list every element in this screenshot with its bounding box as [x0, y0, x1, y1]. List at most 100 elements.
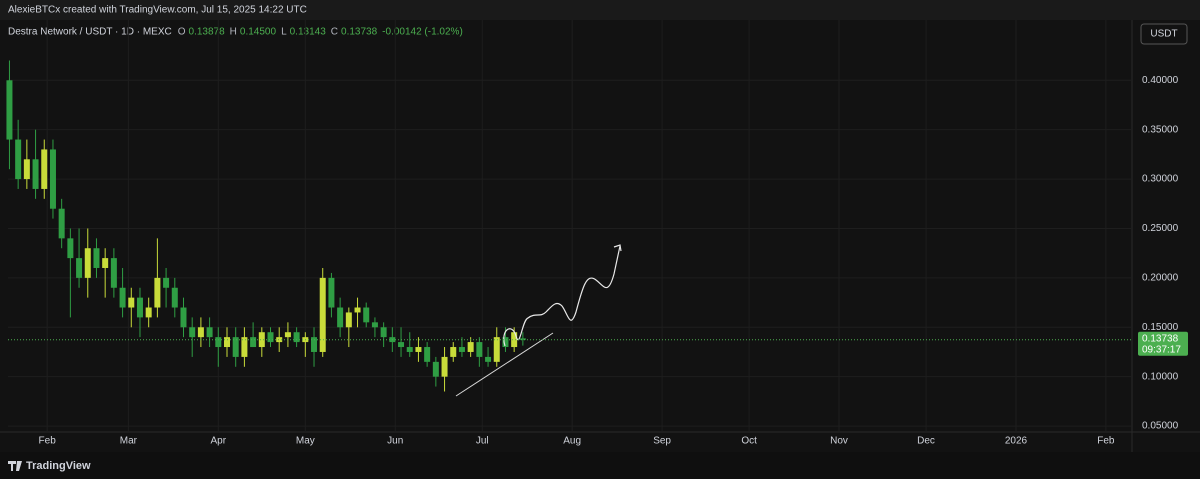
last-price-tag: [1138, 331, 1188, 356]
candle-body: [258, 332, 265, 348]
footer-bar: [0, 452, 1200, 479]
currency-button[interactable]: [1140, 23, 1188, 45]
candle-body: [337, 307, 344, 328]
currency-button-label[interactable]: USDT: [1150, 29, 1177, 40]
candle-body: [163, 277, 170, 288]
candle-body: [511, 332, 518, 348]
candle-body: [67, 238, 74, 259]
candle-body: [441, 356, 448, 377]
high-value: 0.14500: [240, 27, 277, 38]
chart-panel: [0, 20, 1200, 452]
low-value: 0.13143: [290, 27, 327, 38]
candle-body: [41, 149, 48, 189]
candle-body: [154, 277, 161, 308]
candle-body: [128, 297, 135, 308]
candle-body: [93, 248, 100, 268]
candle-body: [58, 208, 65, 239]
brand: TradingView: [26, 460, 91, 472]
candle-body: [250, 337, 257, 348]
x-tick-label: Mar: [120, 436, 138, 447]
x-tick-label: Sep: [653, 436, 671, 447]
last-price-label: 0.13738: [1142, 333, 1179, 344]
y-tick-label: 0.25000: [1142, 223, 1179, 234]
x-tick-label: Jun: [387, 436, 403, 447]
candle-body: [398, 342, 405, 348]
projection-arrowhead: [613, 244, 622, 252]
candle-body: [319, 277, 326, 352]
open-label: O: [178, 27, 186, 38]
candle-body: [49, 149, 56, 209]
projection-path: [503, 245, 621, 347]
candle-body: [180, 307, 187, 328]
y-tick-label: 0.20000: [1142, 273, 1179, 284]
y-tick-label: 0.15000: [1142, 322, 1179, 333]
x-tick-label: Nov: [830, 436, 848, 447]
candle-body: [241, 337, 248, 357]
candle-body: [293, 332, 300, 343]
candle-body: [206, 327, 213, 338]
x-tick-label: Apr: [211, 436, 227, 447]
candle-body: [371, 322, 378, 328]
y-tick-label: 0.30000: [1142, 174, 1179, 185]
candle-body: [32, 159, 39, 189]
brand-logo: [8, 461, 22, 471]
x-tick-label: Jul: [476, 436, 489, 447]
x-tick-label: Feb: [39, 436, 57, 447]
candle-body: [458, 347, 465, 352]
candle-body: [467, 342, 474, 352]
countdown: 09:37:17: [1142, 344, 1181, 355]
x-tick-label: May: [296, 436, 315, 447]
candle-body: [136, 297, 143, 318]
candle-body: [276, 337, 283, 343]
candle-body: [6, 80, 13, 140]
candle-body: [284, 332, 291, 338]
caption-bar: [0, 0, 1200, 20]
candle-body: [406, 347, 413, 352]
candle-body: [232, 337, 239, 357]
candle-body: [215, 337, 222, 348]
candle-body: [502, 337, 509, 348]
grid: 0.05000 0.10000 0.15000 0.20000 0.25000 0.300…: [8, 20, 1179, 447]
high-label: H: [230, 27, 237, 38]
legend: Destra Network / USDT · 1D · MEXC O 0.1387…: [8, 27, 463, 38]
candle-body: [328, 277, 335, 308]
candle-body: [476, 342, 483, 357]
low-label: L: [281, 27, 287, 38]
x-tick-label: Feb: [1097, 436, 1115, 447]
trend-line: [455, 332, 554, 397]
candle-body: [485, 356, 492, 362]
candle-body: [189, 327, 196, 338]
y-tick-label: 0.10000: [1142, 371, 1179, 382]
candle-body: [110, 258, 117, 288]
candle-body: [23, 159, 30, 180]
candle-body: [267, 332, 274, 343]
candle-body: [119, 287, 126, 308]
candle-body: [197, 327, 204, 338]
candle-body: [223, 337, 230, 348]
symbol: Destra Network / USDT · 1D · MEXC: [8, 27, 172, 38]
y-tick-label: 0.35000: [1142, 124, 1179, 135]
change: -0.00142 (-1.02%): [382, 27, 463, 38]
candle-body: [450, 347, 457, 357]
open-value: 0.13878: [189, 27, 226, 38]
candle-body: [519, 338, 526, 340]
candle-body: [363, 307, 370, 323]
candle-body: [145, 307, 152, 318]
x-tick-label: Aug: [563, 436, 581, 447]
x-tick-label: Dec: [917, 436, 935, 447]
candle-body: [345, 312, 352, 328]
candle-body: [171, 287, 178, 308]
candles: [6, 60, 526, 392]
candle-body: [15, 139, 22, 180]
candle-body: [84, 248, 91, 278]
candle-body: [493, 337, 500, 362]
x-tick-label: 2026: [1005, 436, 1028, 447]
candle-body: [432, 361, 439, 377]
candle-body: [424, 347, 431, 362]
candle-body: [415, 347, 422, 352]
y-tick-label: 0.40000: [1142, 75, 1179, 86]
candle-body: [311, 337, 318, 352]
close-value: 0.13738: [341, 27, 378, 38]
